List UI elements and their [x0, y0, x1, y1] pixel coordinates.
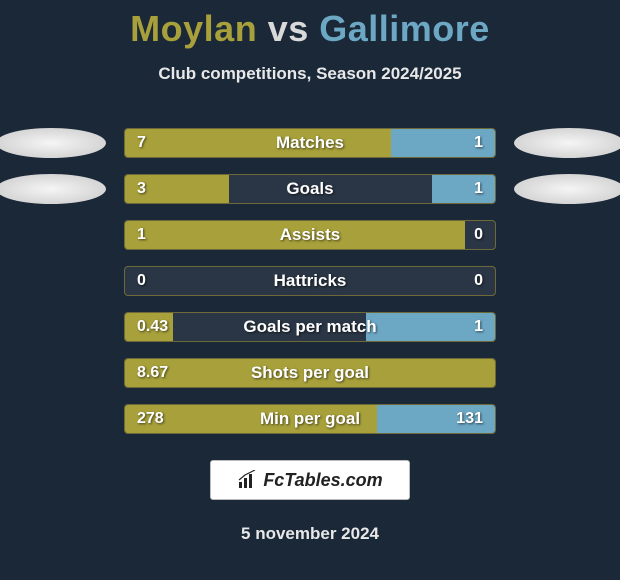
player2-badge: [514, 128, 620, 158]
bar-right-fill: [366, 313, 496, 341]
stat-bar: 0 0Hattricks: [124, 266, 496, 296]
stat-value-right: 0: [474, 221, 483, 249]
stat-row: 0 0Hattricks: [0, 266, 620, 296]
source-logo: FcTables.com: [210, 460, 410, 500]
player1-badge: [0, 128, 106, 158]
bar-left-fill: [125, 313, 173, 341]
bar-left-fill: [125, 359, 495, 387]
stat-value-left: 0: [137, 267, 146, 295]
comparison-title: Moylan vs Gallimore: [0, 0, 620, 50]
stat-row: 71Matches: [0, 128, 620, 158]
player1-badge: [0, 174, 106, 204]
stat-bar: 278131Min per goal: [124, 404, 496, 434]
bar-left-fill: [125, 175, 229, 203]
player2-name: Gallimore: [319, 8, 490, 49]
bar-left-fill: [125, 405, 377, 433]
stat-bar: 31Goals: [124, 174, 496, 204]
stat-value-right: 0: [474, 267, 483, 295]
bar-right-fill: [391, 129, 495, 157]
subtitle: Club competitions, Season 2024/2025: [0, 64, 620, 84]
stat-label: Hattricks: [125, 267, 495, 295]
stat-row: 10Assists: [0, 220, 620, 250]
stat-row: 8.67Shots per goal: [0, 358, 620, 388]
stat-bar: 71Matches: [124, 128, 496, 158]
stat-bar: 8.67Shots per goal: [124, 358, 496, 388]
player1-name: Moylan: [130, 8, 257, 49]
stat-bar: 10Assists: [124, 220, 496, 250]
stat-row: 31Goals: [0, 174, 620, 204]
date: 5 november 2024: [0, 524, 620, 544]
player2-badge: [514, 174, 620, 204]
chart-icon: [237, 470, 257, 490]
bar-right-fill: [432, 175, 495, 203]
stat-row: 278131Min per goal: [0, 404, 620, 434]
stat-bar: 0.431Goals per match: [124, 312, 496, 342]
bar-left-fill: [125, 221, 465, 249]
bar-left-fill: [125, 129, 391, 157]
stat-row: 0.431Goals per match: [0, 312, 620, 342]
stats-container: 71Matches31Goals10Assists00Hattricks0.43…: [0, 128, 620, 434]
vs-label: vs: [268, 8, 309, 49]
bar-right-fill: [377, 405, 495, 433]
logo-text: FcTables.com: [263, 470, 382, 491]
